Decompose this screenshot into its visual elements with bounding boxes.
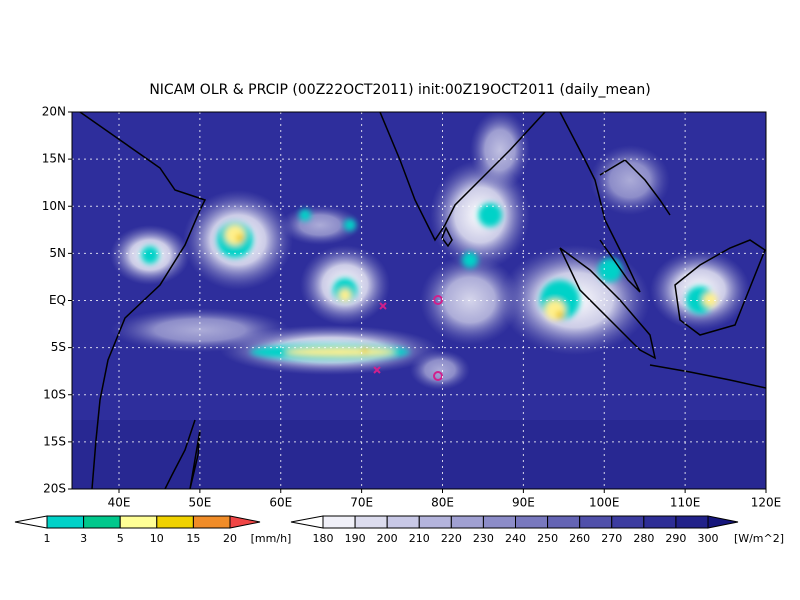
colorbar-box (83, 515, 121, 529)
colorbar-label: 200 (377, 532, 398, 545)
grid (72, 112, 766, 489)
lon-label: 70E (350, 496, 373, 510)
colorbar-label: 3 (80, 532, 87, 545)
colorbar-arrow (14, 515, 48, 529)
colorbar-box (386, 515, 420, 529)
colorbar-box (450, 515, 484, 529)
colorbar-box (611, 515, 645, 529)
map (72, 112, 766, 489)
colorbar-label: 280 (633, 532, 654, 545)
lon-label: 120E (751, 496, 782, 510)
colorbar-label: 20 (223, 532, 237, 545)
lat-label: 15N (42, 152, 66, 166)
lon-label: 40E (108, 496, 131, 510)
lat-label: 5N (49, 246, 66, 260)
colorbar-label: 15 (186, 532, 200, 545)
colorbar-label: 270 (601, 532, 622, 545)
colorbar-box (515, 515, 549, 529)
colorbar-arrow (229, 515, 261, 529)
colorbar-box (482, 515, 516, 529)
colorbar-label: 10 (150, 532, 164, 545)
lon-label: 110E (670, 496, 701, 510)
colorbar-label: 290 (665, 532, 686, 545)
colorbar-label: 300 (698, 532, 719, 545)
colorbar-box (643, 515, 677, 529)
colorbar-box (579, 515, 613, 529)
lon-label: 50E (188, 496, 211, 510)
lat-label: 20S (43, 482, 66, 496)
colorbar-box (322, 515, 356, 529)
cloud-field (110, 112, 750, 390)
colorbar-box (119, 515, 158, 529)
lon-label: 90E (512, 496, 535, 510)
lon-label: 60E (269, 496, 292, 510)
colorbar-box (192, 515, 231, 529)
colorbar-arrow (707, 515, 739, 529)
lat-label: 10N (42, 199, 66, 213)
colorbar-label: 230 (473, 532, 494, 545)
colorbar-box (547, 515, 581, 529)
colorbar-unit: [W/m^2] (734, 532, 784, 545)
lat-label: EQ (49, 293, 66, 307)
lat-label: 20N (42, 105, 66, 119)
lon-label: 80E (431, 496, 454, 510)
lat-label: 10S (43, 387, 66, 401)
colorbar-label: 250 (537, 532, 558, 545)
colorbar-label: 1 (44, 532, 51, 545)
colorbar-label: 220 (441, 532, 462, 545)
map-title: NICAM OLR & PRCIP (00Z22OCT2011) init:00… (149, 82, 650, 98)
colorbar-box (675, 515, 709, 529)
colorbar-box (418, 515, 452, 529)
colorbar-box (46, 515, 85, 529)
axis-labels: 20N 15N 10N 5N EQ 5S 10S 15S 20S 40E 50E 60E 70E 80E 9… (42, 105, 782, 510)
lon-label: 100E (589, 496, 620, 510)
colorbar-label: 5 (117, 532, 124, 545)
colorbar-label: 260 (569, 532, 590, 545)
lat-label: 5S (51, 340, 66, 354)
colorbars: 1 3 5 10 15 20 [mm/h] 180 190 200 210 220 230 240 250 2… (14, 515, 784, 545)
colorbar-label: 190 (345, 532, 366, 545)
colorbar-label: 240 (505, 532, 526, 545)
colorbar-unit: [mm/h] (251, 532, 292, 545)
colorbar-arrow (290, 515, 324, 529)
colorbar-label: 180 (313, 532, 334, 545)
colorbar-label: 210 (409, 532, 430, 545)
colorbar-box (354, 515, 388, 529)
colorbar-box (156, 515, 194, 529)
lat-label: 15S (43, 434, 66, 448)
